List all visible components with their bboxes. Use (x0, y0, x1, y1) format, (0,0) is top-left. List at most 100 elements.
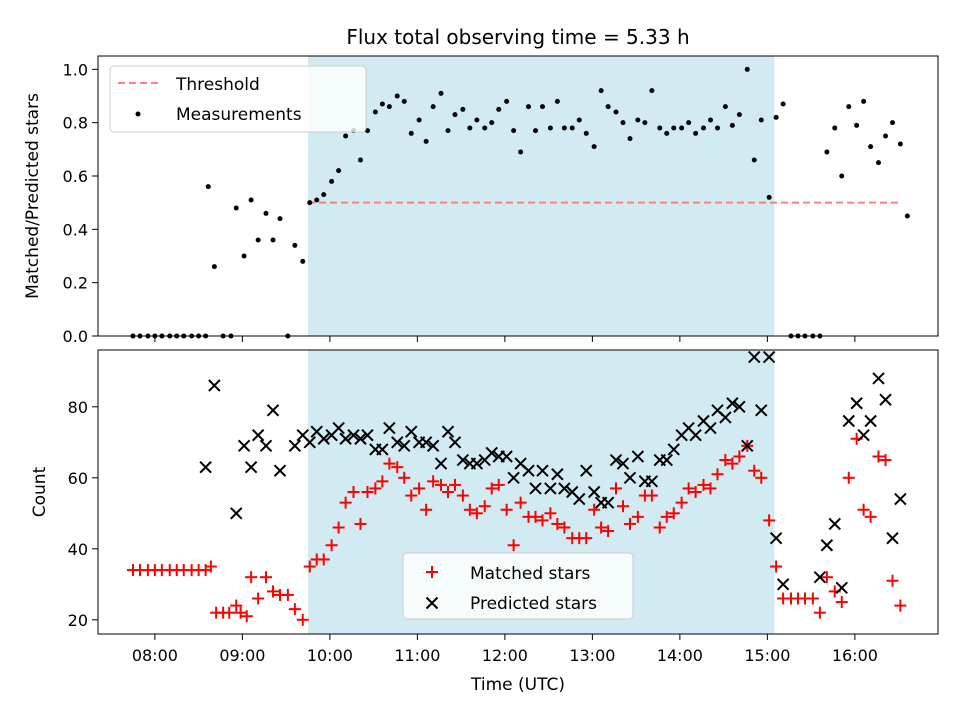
x-stroke-b (558, 482, 571, 495)
measurement-point (904, 213, 910, 219)
matched-point (770, 560, 783, 573)
matched-point (580, 532, 593, 545)
predicted-point (828, 517, 841, 531)
matched-point (748, 464, 761, 477)
x-stroke-b (456, 453, 470, 467)
measurement-point (358, 157, 363, 163)
x-tick-label: 11:00 (394, 646, 440, 665)
legend-matched-label: Matched stars (470, 564, 590, 584)
x-stroke-b (719, 411, 732, 424)
predicted-point (894, 492, 907, 506)
measurement-point (657, 125, 663, 131)
matched-point (260, 571, 272, 584)
x-stroke-b (347, 428, 360, 442)
x-tick-label: 13:00 (569, 646, 615, 665)
predicted-point (645, 475, 659, 488)
measurement-point (744, 66, 750, 72)
predicted-point (230, 507, 243, 520)
x-stroke-b (872, 372, 885, 385)
predicted-point (864, 414, 877, 428)
matched-point (675, 496, 688, 509)
matched-point (252, 592, 265, 605)
x-tick-label: 12:00 (482, 646, 528, 665)
predicted-point (317, 432, 330, 445)
measurement-point (496, 106, 502, 112)
measurement-point (598, 88, 604, 94)
x-stroke-b (667, 443, 680, 456)
x-stroke-b (259, 439, 273, 453)
measurement-point (416, 117, 422, 123)
measurement-point (832, 125, 838, 131)
x-stroke-b (485, 446, 498, 460)
matched-point (420, 503, 433, 516)
matched-point (544, 507, 557, 520)
x-stroke-b (601, 496, 615, 509)
bottom-y-tick-label: 60 (68, 469, 88, 488)
measurement-point (467, 125, 473, 131)
predicted-point (383, 421, 396, 435)
matched-point (332, 521, 345, 534)
x-stroke-b (544, 482, 557, 495)
predicted-point (405, 425, 418, 438)
chart-title: Flux total observing time = 5.33 h (346, 25, 689, 49)
matched-point (595, 521, 608, 534)
measurement-point (343, 133, 349, 139)
measurement-point (708, 117, 713, 123)
x-stroke-b (448, 436, 462, 449)
x-stroke-b (244, 460, 258, 474)
x-stroke-b (828, 517, 841, 531)
x-stroke-b (522, 464, 535, 477)
bottom-axes: 20 40 60 80 08:00 09:00 10:00 11:00 12:00 13:00 14… (30, 349, 939, 695)
x-stroke-b (332, 421, 345, 435)
x-stroke-b (711, 404, 724, 417)
matched-point (303, 560, 316, 573)
predicted-point (391, 436, 404, 449)
measurement-point (329, 178, 335, 184)
measurement-point (671, 125, 677, 131)
measurement-point (854, 122, 860, 128)
matched-point (864, 510, 877, 523)
matched-point (529, 510, 542, 523)
matched-point (660, 510, 673, 523)
x-stroke-b (609, 453, 623, 467)
predicted-point (704, 421, 717, 435)
predicted-point (259, 439, 273, 453)
top-y-tick-label: 0.6 (63, 167, 88, 186)
matched-point (763, 514, 776, 527)
x-stroke-b (361, 428, 374, 442)
predicted-point (573, 492, 586, 506)
matched-point (704, 482, 717, 495)
predicted-point (558, 482, 571, 495)
matched-point (456, 489, 469, 502)
matched-point (230, 599, 243, 612)
matched-point (267, 585, 279, 598)
measurement-point (839, 173, 845, 179)
x-stroke-b (879, 393, 892, 406)
predicted-point (237, 439, 251, 453)
measurement-point (533, 128, 538, 134)
matched-point (711, 468, 724, 481)
measurement-point (861, 98, 867, 104)
x-stroke-b (383, 421, 396, 435)
predicted-point (660, 453, 673, 467)
measurement-point (504, 98, 510, 104)
top-y-tick-label: 0.2 (63, 274, 88, 293)
measurement-point (569, 125, 575, 131)
measurement-point (307, 200, 313, 206)
measurement-point (576, 117, 582, 123)
measurement-point (255, 237, 261, 243)
measurement-point (394, 93, 400, 99)
measurement-point (386, 104, 392, 110)
x-tick-label: 14:00 (657, 646, 703, 665)
matched-point (872, 450, 885, 463)
x-stroke-b (434, 457, 448, 470)
measurement-point (620, 120, 626, 126)
x-stroke-b (303, 436, 316, 449)
matched-point (435, 478, 447, 491)
matched-point (806, 592, 819, 605)
matched-point (879, 454, 892, 467)
measurement-point (321, 192, 327, 198)
measurement-point (401, 98, 407, 104)
x-stroke-b (398, 439, 411, 453)
